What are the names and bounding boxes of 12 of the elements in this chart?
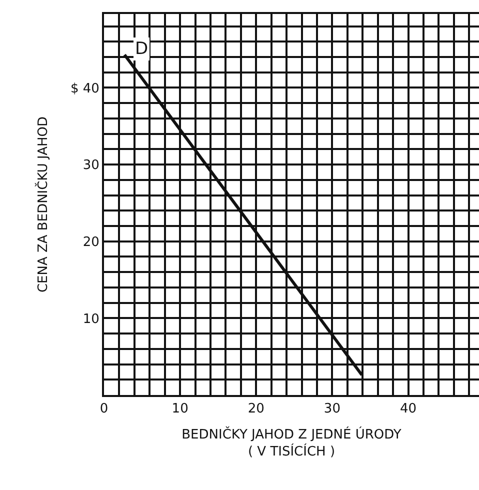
y-tick-label: 30 (82, 158, 100, 174)
series-label: D (135, 39, 148, 59)
x-tick-label: 30 (324, 402, 340, 417)
y-tick-label: 20 (82, 234, 100, 250)
x-tick-label: 20 (248, 402, 264, 417)
x-tick-label: 0 (100, 402, 108, 417)
y-tick-label: $ 40 (70, 81, 100, 96)
x-tick-label: 10 (172, 402, 188, 417)
x-tick-label: 40 (400, 402, 417, 417)
y-tick-label: 10 (82, 312, 100, 327)
y-axis-title: CENA ZA BEDNIČKU JAHOD (34, 116, 51, 293)
x-axis-title: BEDNIČKY JAHOD Z JEDNÉ ÚRODY ( V TISÍCÍCH ) (182, 426, 402, 460)
